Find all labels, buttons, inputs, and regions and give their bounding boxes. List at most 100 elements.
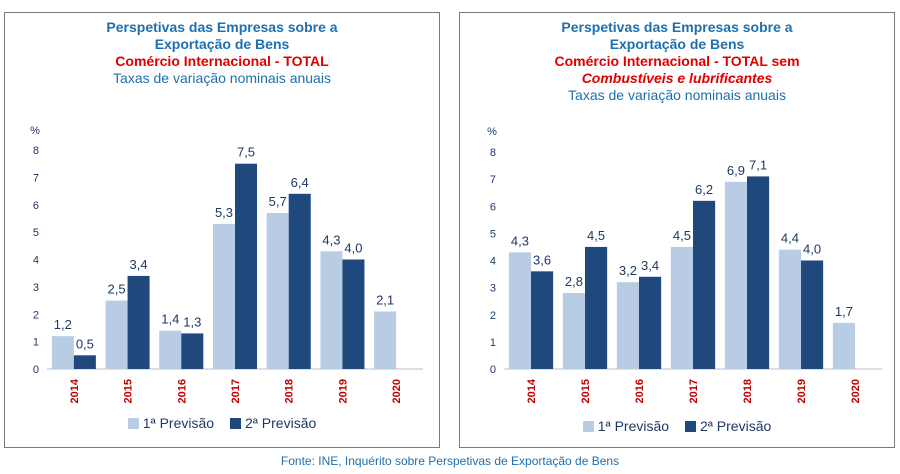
y-tick-label: 1 [33,337,39,349]
legend-label: 2ª Previsão [699,418,772,434]
chart-titles: Perspetivas das Empresas sobre a Exporta… [460,19,894,104]
y-tick-label: 8 [490,147,496,159]
legend-item-previsao2: 2ª Previsão [229,415,317,431]
data-label: 3,4 [641,258,659,273]
data-label: 4,4 [781,231,799,246]
y-tick-label: 4 [33,255,39,267]
x-tick-label: 2016 [634,379,646,403]
data-label: 5,7 [269,194,287,209]
chart-titles: Perspetivas das Empresas sobre a Exporta… [5,19,439,87]
bar-previsao1 [320,251,343,369]
x-tick-label: 2020 [391,379,403,403]
bar-previsao1 [266,212,289,369]
x-tick-label: 2019 [337,379,349,403]
chart-subtitle: Comércio Internacional - TOTAL [115,53,329,69]
bar-previsao2 [693,200,716,369]
data-label: 6,9 [727,163,745,178]
x-tick-label: 2015 [580,379,592,403]
y-tick-label: 2 [490,310,496,322]
bar-previsao2 [747,176,770,369]
legend-swatch-previsao1 [582,421,594,432]
chart-subtitle: Comércio Internacional - TOTAL sem [554,53,800,69]
x-tick-label: 2018 [742,379,754,403]
legend-item-previsao2: 2ª Previsão [684,418,772,434]
legend-swatch-previsao2 [684,421,696,432]
x-tick-label: 2019 [796,379,808,403]
x-tick-label: 2014 [526,378,538,403]
x-tick-label: 2020 [850,379,862,403]
legend-label: 2ª Previsão [244,415,317,431]
y-tick-label: 5 [33,227,39,239]
data-label: 4,3 [511,233,529,248]
bar-chart-svg: % 0 1 2 3 4 5 6 7 8 4,3 3,6 2014 2,8 4,5 2015 3,2 3,4 2016… [487,126,882,403]
y-axis-unit-label: % [487,126,497,138]
data-label: 1,7 [835,304,853,319]
data-label: 4,0 [344,241,362,256]
bar-previsao1 [212,223,235,369]
bar-previsao2 [181,333,204,369]
data-label: 1,2 [54,317,72,332]
x-tick-label: 2018 [284,379,296,403]
data-label: 4,5 [673,228,691,243]
bar-previsao1 [778,249,801,369]
y-tick-label: 0 [33,364,39,376]
y-tick-label: 7 [33,172,39,184]
chart-subtitle-italic: Combustíveis e lubrificantes [581,70,773,86]
data-label: 2,8 [565,274,583,289]
data-label: 1,4 [161,312,179,327]
y-axis-unit-label: % [30,125,40,137]
bar-previsao1 [105,300,128,369]
legend-item-previsao1: 1ª Previsão [582,418,670,434]
chart-note: Taxas de variação nominais anuais [568,87,786,103]
bar-chart-svg: % 0 1 2 3 4 5 6 7 8 1,2 0,5 2014 2,5 3,4 2015 1,4 1,3 2016… [30,125,423,403]
x-tick-label: 2014 [69,378,81,403]
bar-previsao2 [639,276,662,369]
data-label: 6,2 [695,182,713,197]
data-label: 4,0 [803,242,821,257]
data-label: 6,4 [291,175,309,190]
legend-swatch-previsao1 [127,418,139,429]
y-tick-label: 7 [490,174,496,186]
bar-previsao1 [724,181,747,369]
y-tick-label: 6 [490,201,496,213]
bar-previsao2 [801,260,824,369]
bar-previsao2 [127,275,150,369]
bar-previsao1 [159,330,182,369]
y-tick-label: 4 [490,256,496,268]
data-label: 3,6 [533,252,551,267]
y-tick-label: 8 [33,145,39,157]
x-tick-label: 2016 [176,379,188,403]
bar-previsao2 [235,163,258,369]
y-tick-label: 5 [490,228,496,240]
bar-previsao1 [374,311,397,369]
y-tick-label: 3 [33,282,39,294]
y-tick-label: 2 [33,309,39,321]
x-tick-label: 2017 [688,379,700,403]
data-label: 4,5 [587,228,605,243]
chart-panel-right: Perspetivas das Empresas sobre a Exporta… [459,12,895,448]
bar-previsao1 [51,336,74,369]
data-label: 0,5 [76,336,94,351]
bar-previsao1 [562,293,585,369]
bar-previsao1 [832,322,855,369]
bar-previsao1 [508,252,531,369]
bar-previsao2 [585,246,608,369]
source-note: Fonte: INE, Inquérito sobre Perspetivas … [280,454,620,468]
chart-note: Taxas de variação nominais anuais [113,70,331,86]
bar-previsao1 [670,246,693,369]
data-label: 2,1 [376,293,394,308]
data-label: 3,2 [619,263,637,278]
data-label: 5,3 [215,205,233,220]
bar-previsao2 [342,259,365,369]
data-label: 7,5 [237,145,255,160]
legend-swatch-previsao2 [229,418,241,429]
data-label: 3,4 [130,257,148,272]
y-tick-label: 6 [33,200,39,212]
data-label: 4,3 [322,232,340,247]
chart-legend: 1ª Previsão 2ª Previsão [460,418,894,434]
x-tick-label: 2017 [230,379,242,403]
data-label: 1,3 [183,314,201,329]
chart-legend: 1ª Previsão 2ª Previsão [5,415,439,431]
data-label: 7,1 [749,157,767,172]
legend-label: 1ª Previsão [597,418,670,434]
